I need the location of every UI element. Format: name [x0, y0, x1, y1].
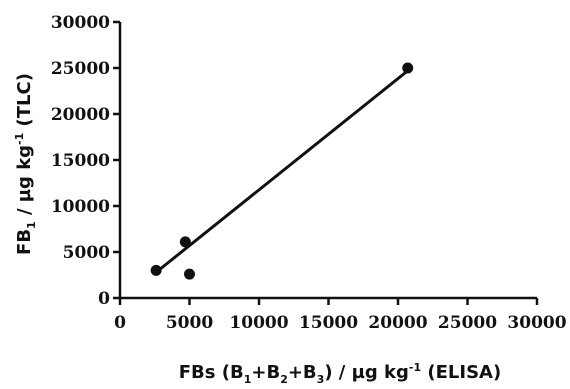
- xlabel-part: +B: [251, 362, 280, 383]
- ylabel-part: (TLC): [14, 73, 35, 133]
- x-tick-label: 0: [114, 313, 126, 333]
- data-points-layer: [150, 62, 414, 280]
- data-point: [179, 236, 191, 248]
- y-axis-title: FB1 / µg kg-1 (TLC): [13, 73, 38, 255]
- y-tick-label: 25000: [51, 59, 110, 79]
- y-tick-label: 30000: [51, 13, 110, 33]
- ylabel-part: FB: [14, 229, 35, 255]
- xlabel-part: +B: [288, 362, 317, 383]
- x-tick-label: 30000: [507, 313, 566, 333]
- xlabel-part: FBs (B: [179, 362, 244, 383]
- xlabel-part: -1: [409, 361, 421, 374]
- x-axis: 0 5000 10000 15000 20000 25000 30000: [114, 296, 567, 333]
- x-tick-label: 15000: [299, 313, 358, 333]
- x-axis-title: FBs (B1+B2+B3) / µg kg-1 (ELISA): [179, 361, 501, 386]
- data-point: [184, 268, 195, 280]
- x-tick-label: 20000: [368, 313, 427, 333]
- data-point: [402, 62, 414, 74]
- data-point: [150, 264, 162, 276]
- ylabel-part: -1: [13, 133, 26, 145]
- ylabel-part: / µg kg: [14, 145, 35, 221]
- y-tick-label: 5000: [63, 243, 110, 263]
- xlabel-part: 1: [244, 373, 252, 386]
- regression-line: [155, 69, 409, 274]
- x-tick-label: 25000: [438, 313, 497, 333]
- xlabel-part: ) / µg kg: [324, 362, 409, 383]
- y-tick-label: 10000: [51, 197, 110, 217]
- xlabel-part: (ELISA): [421, 362, 501, 383]
- regression-line-layer: [155, 69, 409, 274]
- xlabel-part: 3: [317, 373, 325, 386]
- y-tick-label: 0: [98, 289, 110, 309]
- x-tick-label: 10000: [229, 313, 288, 333]
- xlabel-part: 2: [280, 373, 288, 386]
- ylabel-part: 1: [25, 221, 38, 229]
- y-tick-label: 20000: [51, 105, 110, 125]
- y-tick-label: 15000: [51, 151, 110, 171]
- x-tick-label: 5000: [166, 313, 213, 333]
- y-axis: 0 5000 10000 15000 20000 25000 30000: [51, 13, 122, 309]
